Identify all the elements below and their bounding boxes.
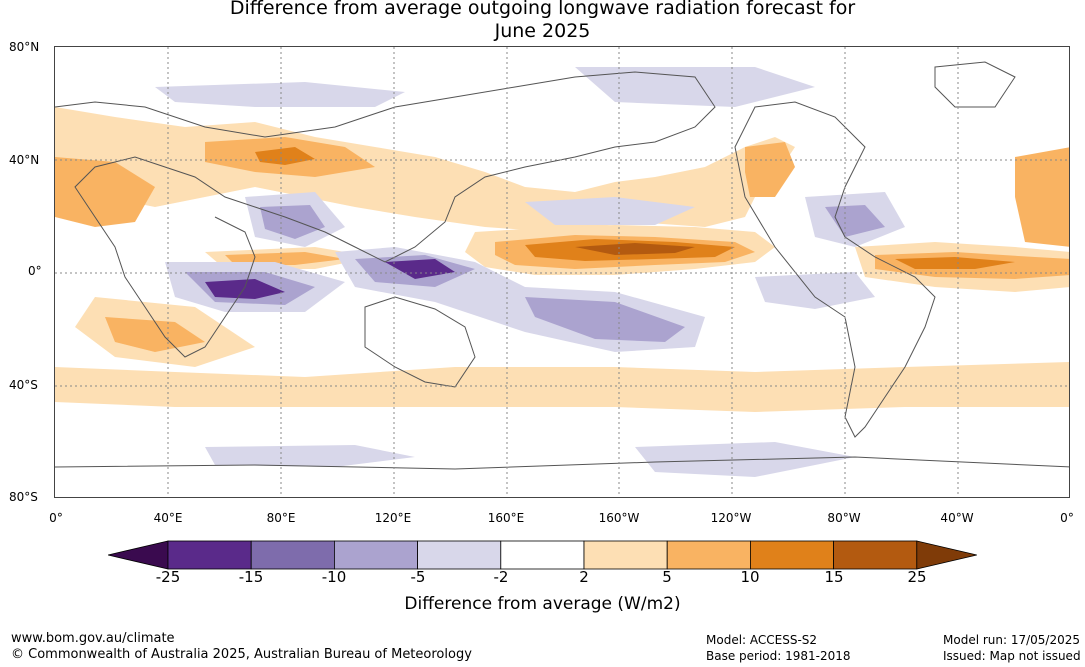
- lon-label-160e: 160°E: [487, 511, 525, 525]
- footer-model: Model: ACCESS-S2: [706, 633, 818, 647]
- lat-label-80s: 80°S: [9, 490, 38, 504]
- graticule: [55, 47, 1069, 497]
- olr-anomaly-map: [54, 46, 1070, 498]
- footer-base-period: Base period: 1981-2018: [706, 649, 851, 663]
- colorbar-tick: -2: [493, 568, 509, 586]
- map-canvas: [55, 47, 1069, 497]
- colorbar-tick: -10: [321, 568, 347, 586]
- lon-label-0-left: 0°: [49, 511, 63, 525]
- colorbar-tick: -25: [155, 568, 181, 586]
- colorbar-tick: -5: [410, 568, 426, 586]
- footer-url: www.bom.gov.au/climate: [11, 631, 175, 647]
- lat-label-80n: 80°N: [9, 40, 40, 54]
- lon-label-80e: 80°E: [266, 511, 296, 525]
- colorbar-tick: 15: [824, 568, 844, 586]
- colorbar-tick: -15: [238, 568, 264, 586]
- negative-anomaly-shading: [155, 67, 905, 477]
- colorbar-segment: [583, 540, 668, 570]
- map-title: Difference from average outgoing longwav…: [0, 0, 1085, 43]
- lat-label-equator: 0°: [28, 264, 42, 278]
- lon-label-40w: 40°W: [940, 511, 974, 525]
- colorbar-segment: [750, 540, 835, 570]
- positive-anomaly-shading: [55, 107, 1069, 412]
- colorbar: [108, 540, 977, 570]
- lat-label-40n: 40°N: [9, 153, 40, 167]
- footer-issued: Issued: Map not issued: [943, 649, 1081, 663]
- lon-label-0-right: 0°: [1060, 511, 1074, 525]
- lon-label-80w: 80°W: [827, 511, 861, 525]
- title-line-2: June 2025: [494, 20, 591, 42]
- colorbar-segment: [250, 540, 335, 570]
- coastlines: [55, 61, 1069, 470]
- colorbar-label: Difference from average (W/m2): [404, 594, 681, 614]
- lon-label-120e: 120°E: [374, 511, 412, 525]
- colorbar-extend-low: [108, 540, 169, 570]
- colorbar-segment: [500, 540, 585, 570]
- lon-label-40e: 40°E: [153, 511, 183, 525]
- colorbar-segment: [833, 540, 918, 570]
- colorbar-segment: [417, 540, 502, 570]
- colorbar-segment: [167, 540, 252, 570]
- lon-label-160w: 160°W: [598, 511, 640, 525]
- colorbar-tick: 25: [907, 568, 927, 586]
- colorbar-tick: 5: [662, 568, 672, 586]
- lon-label-120w: 120°W: [710, 511, 752, 525]
- footer-url-text: www.bom.gov.au/climate: [11, 631, 175, 646]
- colorbar-segment: [666, 540, 751, 570]
- title-line-1: Difference from average outgoing longwav…: [229, 0, 856, 19]
- footer-copyright: © Commonwealth of Australia 2025, Austra…: [11, 647, 472, 662]
- colorbar-extend-high: [916, 540, 977, 570]
- colorbar-segment: [333, 540, 418, 570]
- footer-model-run: Model run: 17/05/2025: [943, 633, 1081, 647]
- colorbar-tick: 10: [740, 568, 760, 586]
- colorbar-tick: 2: [579, 568, 589, 586]
- lat-label-40s: 40°S: [9, 378, 38, 392]
